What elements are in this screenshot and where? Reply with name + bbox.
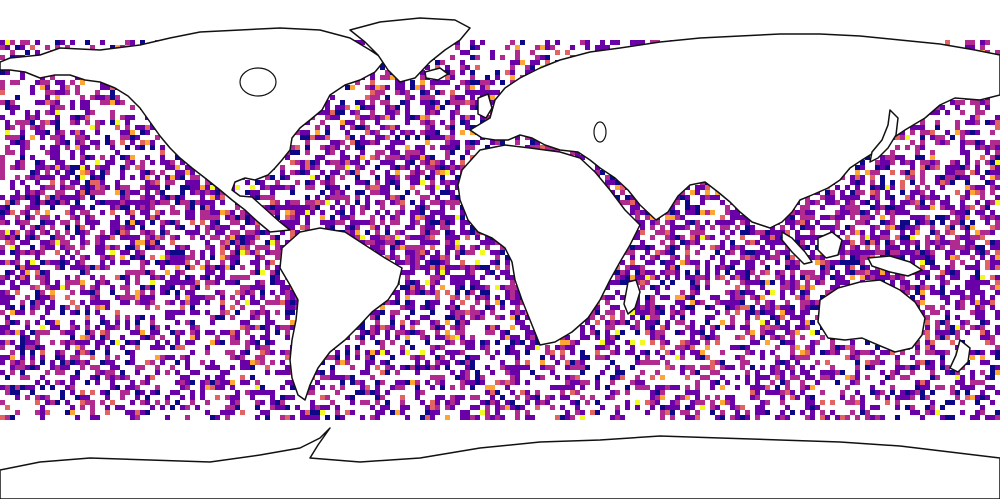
landmass-antarctica bbox=[0, 427, 1000, 499]
landmass-british-isles bbox=[477, 93, 493, 119]
landmass-south-america bbox=[279, 227, 403, 401]
landmass-madagascar bbox=[623, 279, 641, 315]
landmass-japan bbox=[869, 109, 899, 163]
landmass-africa bbox=[457, 144, 641, 346]
landmass-new-guinea bbox=[867, 255, 923, 277]
landmass-borneo bbox=[817, 231, 843, 259]
landmass-eurasia bbox=[469, 33, 1000, 229]
landmass-north-america bbox=[0, 27, 386, 233]
lake-hudson-bay bbox=[239, 67, 277, 97]
landmass-greenland bbox=[349, 17, 471, 83]
landmass-sumatra bbox=[781, 231, 813, 265]
landmasses bbox=[0, 17, 1000, 499]
landmass-australia bbox=[817, 279, 926, 353]
landmass-new-zealand bbox=[949, 339, 971, 373]
landmass-iceland bbox=[424, 67, 449, 81]
lake-caspian bbox=[593, 121, 607, 143]
